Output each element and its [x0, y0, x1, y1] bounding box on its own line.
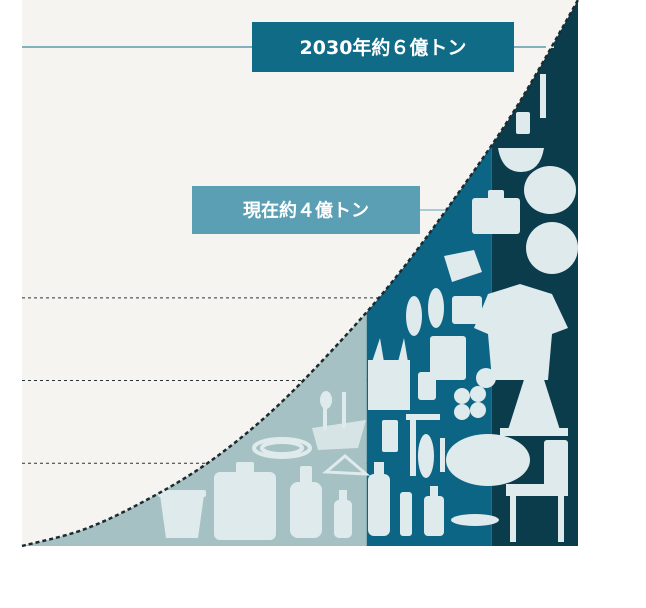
fan-icon — [526, 222, 578, 274]
small-bottle-icon — [400, 486, 444, 536]
bottle-icon — [368, 462, 390, 536]
bucket-icon — [158, 490, 206, 538]
balls-icon — [454, 368, 496, 420]
flip-flops-icon — [406, 288, 444, 336]
growth-curve — [21, 0, 580, 548]
annotation-text-6: 2030年約６億トン — [300, 36, 467, 59]
plastic-items — [158, 40, 578, 542]
straw-icon — [440, 438, 445, 472]
food-tray-icon — [430, 336, 466, 380]
bowl-icon — [498, 148, 544, 172]
suitcase-icon — [472, 190, 520, 234]
chair-icon — [506, 440, 568, 542]
cd-icon — [452, 296, 482, 324]
jug-icon — [214, 462, 276, 540]
spoon-fork-icon — [320, 391, 346, 430]
detergent-bottle-icon — [290, 466, 322, 538]
small-bottle-icon — [334, 490, 352, 538]
t-shirt-icon — [474, 284, 568, 380]
shopping-bag-icon — [368, 338, 410, 410]
brush-icon — [406, 414, 440, 478]
hose-icon — [252, 437, 312, 459]
annotation-text-4: 現在約４億トン — [243, 199, 369, 221]
toy-icon — [444, 250, 482, 282]
annotation-box-4 — [192, 186, 420, 234]
traffic-cone-icon — [500, 348, 568, 436]
hanger-icon — [322, 454, 371, 476]
trash-bag-icon — [524, 166, 576, 214]
annotation-box-6 — [252, 22, 514, 72]
dish-icon — [446, 434, 530, 526]
